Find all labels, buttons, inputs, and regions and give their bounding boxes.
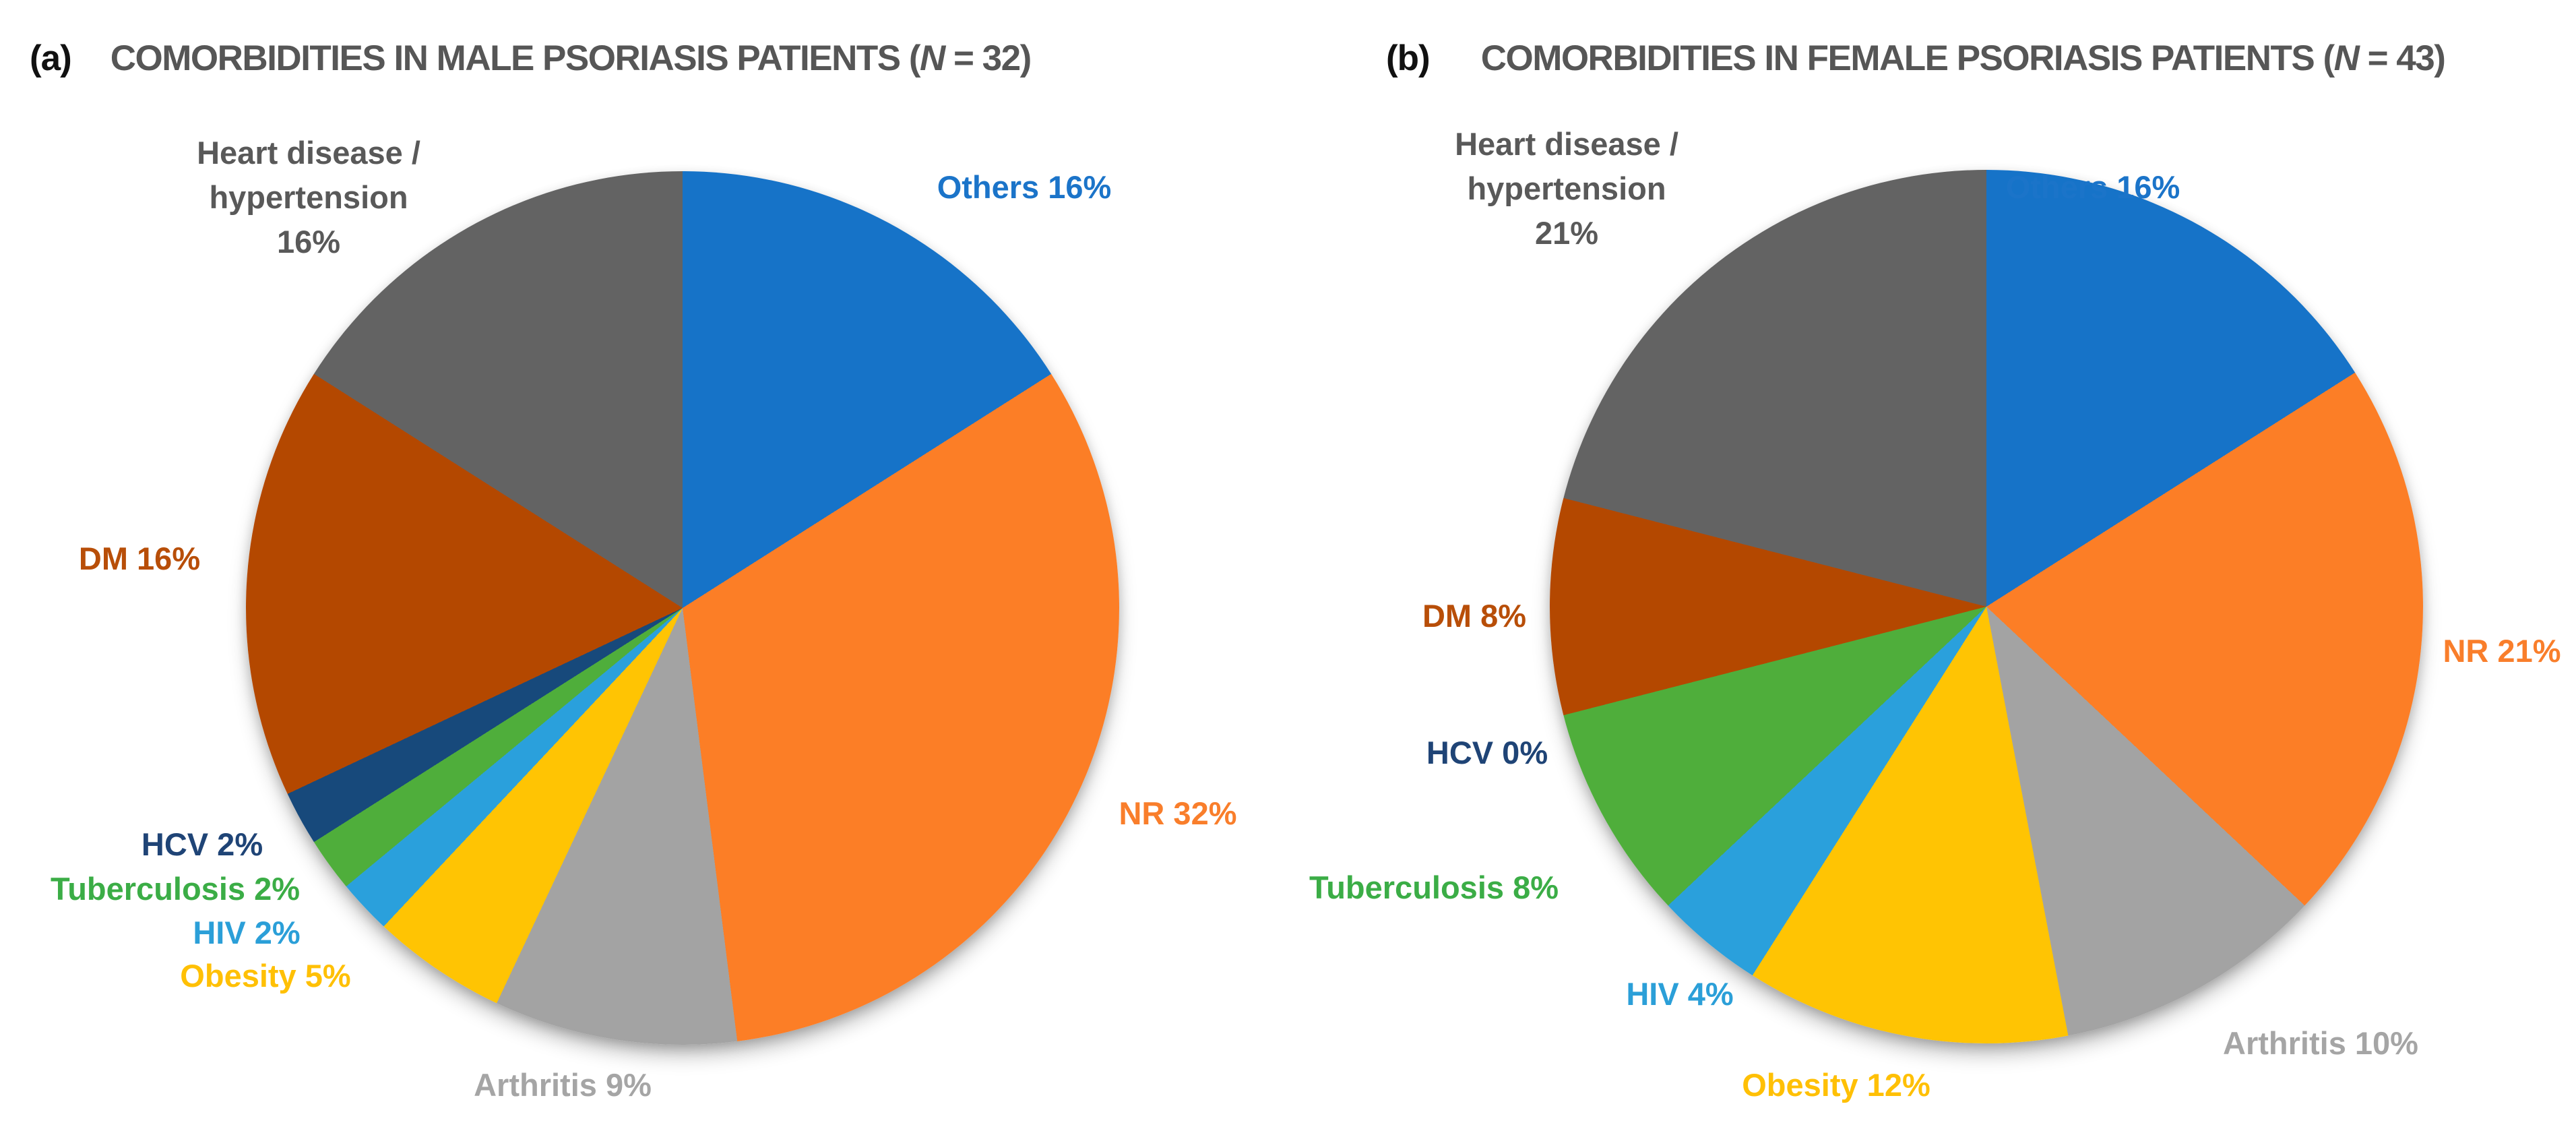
title-text-before-n: COMORBIDITIES IN MALE PSORIASIS PATIENTS… [110,38,921,78]
chart-title-female: COMORBIDITIES IN FEMALE PSORIASIS PATIEN… [1480,38,2446,79]
title-n-symbol: N [920,38,945,78]
slice-label-line: Tuberculosis 2% [50,871,301,907]
chart-panel-female: (b) COMORBIDITIES IN FEMALE PSORIASIS PA… [1288,0,2576,1127]
slice-label-others-female: Others 16% [2006,165,2180,210]
slice-label-tuberculosis-male: Tuberculosis 2% [51,867,300,911]
slice-label-dm-male: DM 16% [79,537,200,581]
slice-label-line: Arthritis 10% [2223,1025,2418,1061]
slice-label-line: HCV 2% [141,826,263,862]
title-text-after-n: = 32) [944,38,1032,78]
chart-panel-male: (a) COMORBIDITIES IN MALE PSORIASIS PATI… [30,38,1119,1045]
slice-label-line: NR 21% [2443,633,2561,669]
slice-label-dm-female: DM 8% [1422,594,1526,638]
title-n-symbol: N [2333,38,2360,78]
slice-label-arthritis-female: Arthritis 10% [2223,1021,2418,1066]
slice-label-line: Obesity 12% [1742,1067,1930,1103]
title-text-after-n: = 43) [2358,38,2446,78]
slice-label-hcv-male: HCV 2% [142,822,263,867]
slice-label-line: 16% [276,224,341,260]
slice-label-line: Heart disease / [1455,126,1678,162]
slice-label-line: HCV 0% [1426,735,1548,770]
panel-label-a: (a) [30,38,72,78]
slice-label-line: HIV 2% [193,915,301,950]
slice-label-line: hypertension [1467,171,1666,206]
pie-chart-male [246,171,1119,1045]
chart-title-row-b: (b) COMORBIDITIES IN FEMALE PSORIASIS PA… [1386,38,2446,79]
pie-chart-female [1550,170,2423,1043]
slice-label-line: DM 16% [78,541,201,576]
slice-label-line: Tuberculosis 8% [1309,870,1559,905]
slice-label-line: Others 16% [937,169,1112,205]
slice-label-heart-male: Heart disease / hypertension 16% [197,131,420,264]
slice-label-line: DM 8% [1422,598,1527,634]
slice-label-line: HIV 4% [1626,976,1734,1012]
slice-label-tuberculosis-female: Tuberculosis 8% [1309,865,1559,910]
slice-label-line: 21% [1534,215,1599,251]
slice-label-obesity-female: Obesity 12% [1742,1063,1930,1107]
slice-label-line: Arthritis 9% [474,1067,652,1103]
slice-label-obesity-male: Obesity 5% [180,954,350,998]
title-text-before-n: COMORBIDITIES IN FEMALE PSORIASIS PATIEN… [1480,38,2335,78]
slice-label-nr-female: NR 21% [2443,629,2561,673]
slice-label-line: NR 32% [1119,795,1237,831]
panel-label-b: (b) [1386,38,1431,78]
slice-label-line: hypertension [209,179,408,215]
slice-label-line: Others 16% [2005,169,2180,205]
slice-label-hiv-female: HIV 4% [1626,972,1733,1016]
slice-label-others-male: Others 16% [937,165,1112,210]
slice-label-hiv-male: HIV 2% [193,911,300,955]
slice-label-hcv-female: HCV 0% [1426,731,1548,775]
slice-label-arthritis-male: Arthritis 9% [474,1063,652,1107]
chart-title-row-a: (a) COMORBIDITIES IN MALE PSORIASIS PATI… [30,38,1032,79]
chart-title-male: COMORBIDITIES IN MALE PSORIASIS PATIENTS… [110,38,1032,79]
slice-label-line: Heart disease / [197,135,420,171]
slice-label-nr-male: NR 32% [1119,791,1236,836]
slice-label-heart-female: Heart disease / hypertension 21% [1455,122,1678,255]
slice-label-line: Obesity 5% [180,958,351,994]
